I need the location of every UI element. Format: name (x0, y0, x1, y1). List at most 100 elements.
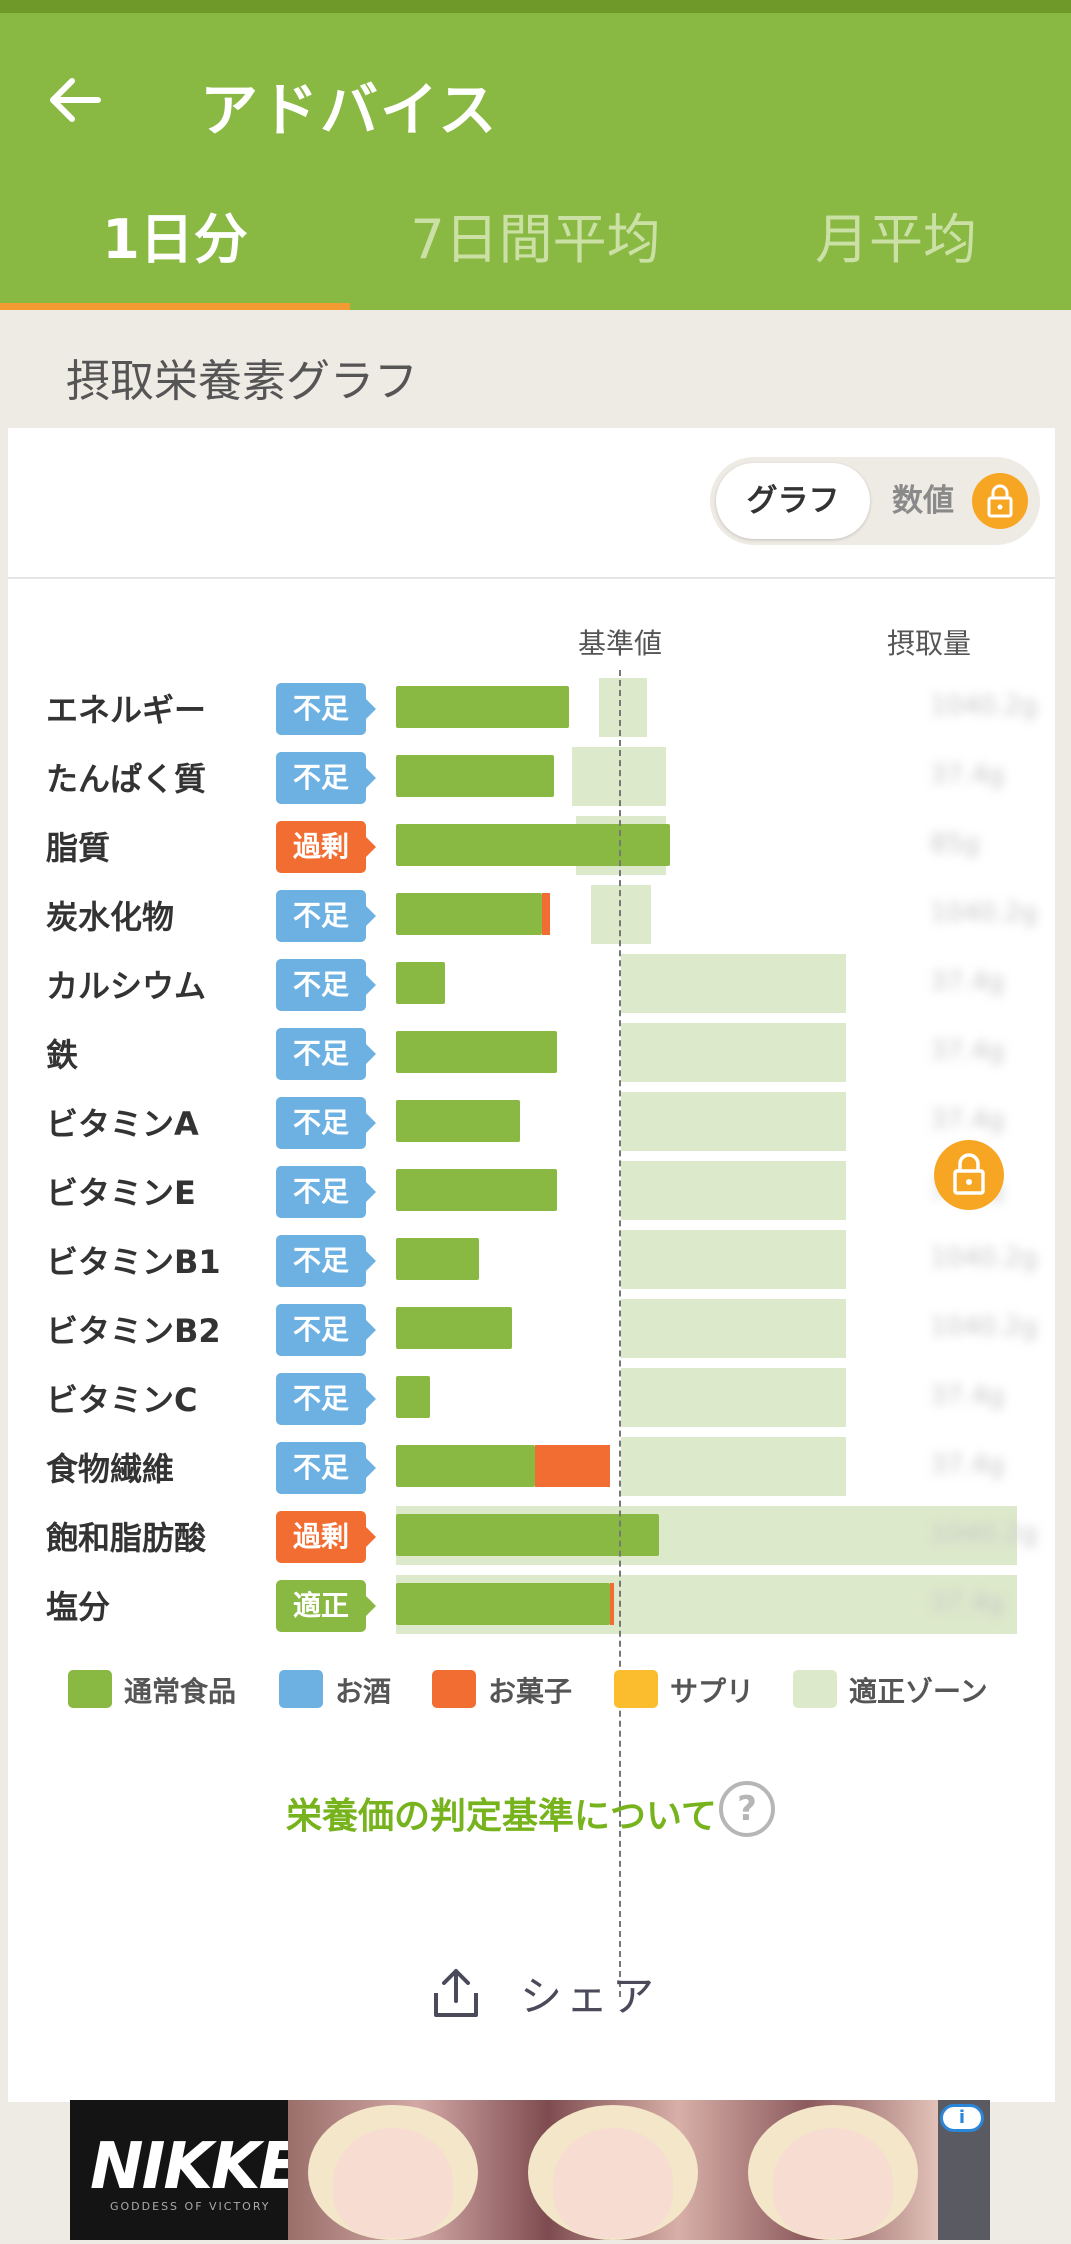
status-badge: 過剰 (276, 1511, 376, 1563)
nutrient-label: 脂質 (46, 829, 111, 867)
card-header: 摂取栄養素グラフ (8, 315, 1055, 428)
status-badge: 不足 (276, 752, 376, 804)
nutrient-label: 塩分 (46, 1588, 111, 1626)
nutrient-row: カルシウム 不足 37.4g (8, 947, 1055, 1016)
appropriate-zone (621, 1230, 846, 1289)
intake-amount: 37.4g (930, 1105, 1005, 1135)
legend-label: 通常食品 (124, 1675, 237, 1708)
intake-amount: 1040.2g (930, 1243, 1038, 1273)
appropriate-zone (621, 1161, 846, 1220)
tab-monthly-average[interactable]: 月平均 (815, 208, 977, 271)
status-badge: 不足 (276, 1097, 376, 1149)
sweets-bar (542, 893, 550, 935)
lock-icon[interactable] (934, 1140, 1004, 1210)
divider (8, 577, 1055, 579)
nutrient-row: 食物繊維 不足 37.4g (8, 1430, 1055, 1499)
nutrient-row: ビタミンC 不足 37.4g (8, 1361, 1055, 1430)
appropriate-zone (621, 1092, 846, 1151)
nutrient-label: 飽和脂肪酸 (46, 1519, 207, 1557)
number-toggle-button[interactable]: 数値 (892, 483, 954, 519)
status-badge: 不足 (276, 1373, 376, 1425)
legend-swatch (432, 1670, 476, 1708)
arrow-left-icon[interactable] (40, 65, 110, 135)
share-button[interactable]: シェア (520, 1972, 659, 2021)
nutrient-label: ビタミンB2 (46, 1312, 221, 1350)
regular-food-bar (396, 1031, 558, 1073)
nutrient-label: 炭水化物 (46, 898, 175, 936)
regular-food-bar (396, 962, 445, 1004)
legend-swatch (793, 1670, 837, 1708)
regular-food-bar (396, 1514, 659, 1556)
intake-header: 摂取量 (887, 627, 972, 660)
nutrient-label: たんぱく質 (46, 760, 207, 798)
nutrient-row: 炭水化物 不足 1040.2g (8, 878, 1055, 947)
page-title: アドバイス (200, 76, 499, 144)
question-icon[interactable]: ? (719, 1781, 775, 1837)
status-badge: 不足 (276, 683, 376, 735)
app-bar: アドバイス (0, 13, 1071, 310)
regular-food-bar (396, 755, 554, 797)
status-badge: 不足 (276, 1235, 376, 1287)
nutrient-label: ビタミンC (46, 1381, 198, 1419)
appropriate-zone (621, 1437, 846, 1496)
status-badge: 適正 (276, 1580, 376, 1632)
appropriate-zone (591, 885, 651, 944)
card-title: 摂取栄養素グラフ (66, 356, 418, 407)
share-icon[interactable] (426, 1963, 486, 2023)
nutrient-label: 鉄 (46, 1036, 79, 1074)
intake-amount: 1040.2g (930, 691, 1038, 721)
status-badge: 不足 (276, 1028, 376, 1080)
nutrient-label: カルシウム (46, 967, 207, 1005)
ad-character-face (333, 2128, 453, 2238)
intake-amount: 37.4g (930, 1381, 1005, 1411)
info-icon[interactable]: i (940, 2104, 984, 2132)
tab-indicator (0, 303, 350, 310)
ad-banner[interactable]: NIKKE GODDESS OF VICTORY i (70, 2100, 990, 2240)
regular-food-bar (396, 1238, 479, 1280)
nutrient-row: 鉄 不足 37.4g (8, 1016, 1055, 1085)
nutrient-label: ビタミンE (46, 1174, 196, 1212)
intake-amount: 37.4g (930, 1450, 1005, 1480)
legend-swatch (68, 1670, 112, 1708)
nutrient-row: たんぱく質 不足 37.4g (8, 740, 1055, 809)
regular-food-bar (396, 1445, 535, 1487)
nutrient-row: 飽和脂肪酸 過剰 1040.2g (8, 1499, 1055, 1568)
regular-food-bar (396, 1583, 610, 1625)
intake-amount: 1040.2g (930, 1312, 1038, 1342)
graph-toggle-button[interactable]: グラフ (716, 463, 870, 539)
status-badge: 不足 (276, 1304, 376, 1356)
intake-amount: 37.4g (930, 760, 1005, 790)
ad-character-face (773, 2128, 893, 2238)
lock-icon (972, 473, 1028, 529)
regular-food-bar (396, 893, 543, 935)
ad-tagline: GODDESS OF VICTORY (110, 2200, 271, 2213)
nutrient-row: エネルギー 不足 1040.2g (8, 671, 1055, 740)
appropriate-zone (621, 1023, 846, 1082)
status-badge: 過剰 (276, 821, 376, 873)
ad-brand: NIKKE (90, 2130, 302, 2204)
nutrient-row: ビタミンB2 不足 1040.2g (8, 1292, 1055, 1361)
sweets-bar (534, 1445, 610, 1487)
reference-value-header: 基準値 (578, 627, 663, 660)
nutrient-row: 脂質 過剰 85g (8, 809, 1055, 878)
nutrient-label: ビタミンB1 (46, 1243, 221, 1281)
nutrient-row: ビタミンE 不足 37.4g (8, 1154, 1055, 1223)
nutrient-label: ビタミンA (46, 1105, 199, 1143)
legend-label: サプリ (670, 1675, 755, 1708)
regular-food-bar (396, 1307, 513, 1349)
ad-artwork (288, 2100, 938, 2240)
criteria-link[interactable]: 栄養価の判定基準について (286, 1796, 717, 1837)
tab-one-day[interactable]: 1日分 (102, 208, 248, 271)
legend-label: お酒 (335, 1675, 392, 1708)
nutrient-label: 食物繊維 (46, 1450, 175, 1488)
tab-seven-day-average[interactable]: 7日間平均 (410, 208, 661, 271)
regular-food-bar (396, 1169, 558, 1211)
reference-line (619, 670, 621, 1997)
nutrient-row: 塩分 適正 37.4g (8, 1568, 1055, 1637)
legend-label: 適正ゾーン (849, 1675, 988, 1708)
intake-amount: 37.4g (930, 1036, 1005, 1066)
view-toggle[interactable]: グラフ 数値 (710, 457, 1040, 545)
status-badge: 不足 (276, 1166, 376, 1218)
nutrient-label: エネルギー (46, 691, 207, 729)
nutrient-card: 摂取栄養素グラフ グラフ 数値 基準値 摂取量 エネルギー 不足 1040.2g たん… (8, 315, 1055, 2102)
